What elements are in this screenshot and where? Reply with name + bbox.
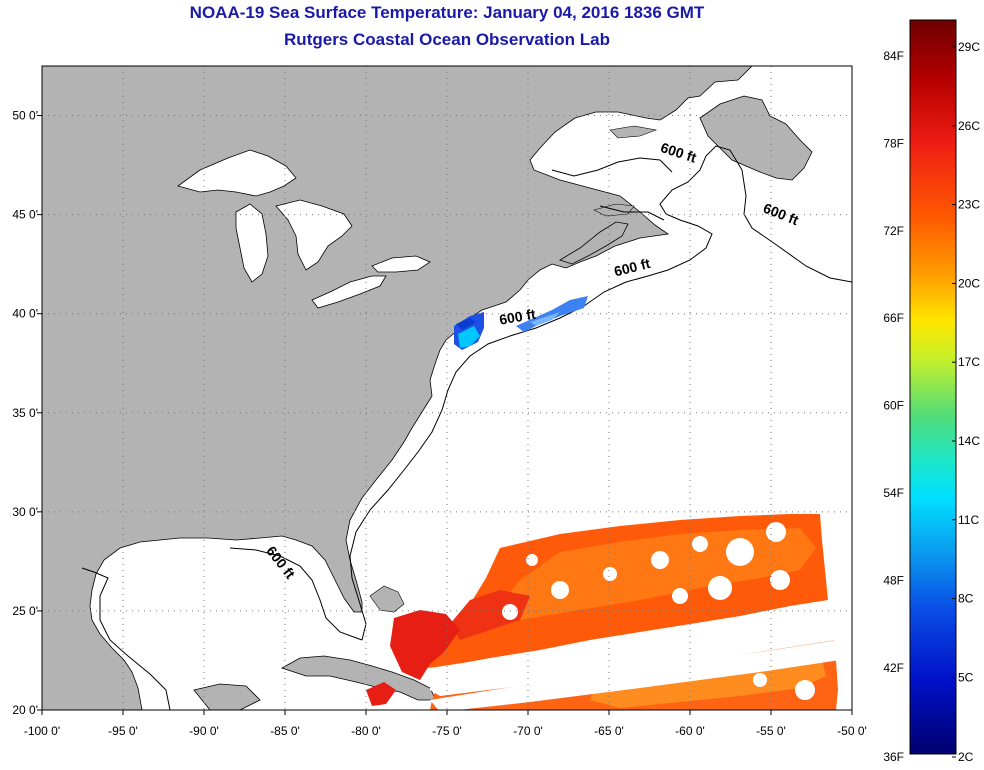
- map-axes: -100 0' -95 0' -90 0' -85 0' -80 0' -75 0' -70…: [12, 109, 866, 738]
- lon-tick-label: -100 0': [24, 724, 60, 738]
- colorbar-fahrenheit-label: 60F: [883, 399, 904, 413]
- land-newfoundland: [699, 95, 813, 181]
- colorbar-celsius-label: 26C: [958, 119, 980, 133]
- lon-tick-label: -65 0': [594, 724, 624, 738]
- map-title: NOAA-19 Sea Surface Temperature: January…: [189, 3, 705, 22]
- lat-tick-label: 40 0': [12, 307, 38, 321]
- colorbar-fahrenheit-label: 54F: [883, 486, 904, 500]
- lake-superior: [177, 149, 297, 197]
- sst-warm-swath: [366, 514, 840, 710]
- lake-michigan: [235, 203, 269, 283]
- lake-erie: [311, 275, 387, 309]
- lon-tick-label: -55 0': [756, 724, 786, 738]
- colorbar-celsius-label: 23C: [958, 198, 980, 212]
- colorbar-celsius-label: 17C: [958, 355, 980, 369]
- colorbar-celsius-label: 2C: [958, 750, 974, 764]
- colorbar-celsius-label: 20C: [958, 276, 980, 290]
- colorbar-celsius-label: 11C: [958, 513, 979, 527]
- colorbar-fahrenheit-label: 72F: [883, 224, 904, 238]
- lon-tick-label: -60 0': [675, 724, 705, 738]
- lat-tick-label: 30 0': [12, 505, 38, 519]
- colorbar-celsius-label: 5C: [958, 670, 974, 684]
- colorbar-fahrenheit-label: 78F: [883, 136, 904, 150]
- colorbar-celsius-label: 29C: [958, 40, 980, 54]
- land-bahamas: [369, 585, 405, 613]
- lon-tick-label: -85 0': [270, 724, 300, 738]
- land-nova-scotia: [559, 221, 629, 265]
- land-anticosti: [609, 125, 658, 139]
- colorbar-labels: 84F 78F 72F 66F 60F 54F 48F 42F 36F 29C 26C 23C 20C 1…: [883, 40, 980, 764]
- lon-tick-label: -50 0': [837, 724, 867, 738]
- colorbar-fahrenheit-label: 48F: [883, 573, 904, 587]
- depth-contour-label: 600 ft: [498, 306, 537, 328]
- colorbar-fahrenheit-label: 36F: [883, 750, 904, 764]
- lake-ontario: [371, 255, 431, 273]
- colorbar-fahrenheit-label: 84F: [883, 49, 904, 63]
- lon-tick-label: -90 0': [189, 724, 219, 738]
- map-subtitle: Rutgers Coastal Ocean Observation Lab: [284, 30, 610, 49]
- colorbar-celsius-label: 14C: [958, 434, 980, 448]
- colorbar-fahrenheit-label: 42F: [883, 661, 904, 675]
- land-yucatan-isle: [193, 683, 261, 710]
- lat-tick-label: 20 0': [12, 703, 38, 717]
- lon-tick-label: -70 0': [513, 724, 543, 738]
- lon-tick-label: -80 0': [351, 724, 381, 738]
- lat-tick-label: 50 0': [12, 109, 38, 123]
- lon-tick-label: -75 0': [432, 724, 462, 738]
- lake-huron: [275, 199, 353, 271]
- lat-tick-label: 35 0': [12, 406, 38, 420]
- lat-tick-label: 25 0': [12, 604, 38, 618]
- temperature-colorbar: [909, 19, 957, 755]
- colorbar-fahrenheit-label: 66F: [883, 311, 904, 325]
- land-cuba: [281, 655, 437, 701]
- lon-tick-label: -95 0': [108, 724, 138, 738]
- sst-cold-new-york-bight: [454, 312, 484, 350]
- lat-tick-label: 45 0': [12, 208, 38, 222]
- colorbar-celsius-label: 8C: [958, 592, 974, 606]
